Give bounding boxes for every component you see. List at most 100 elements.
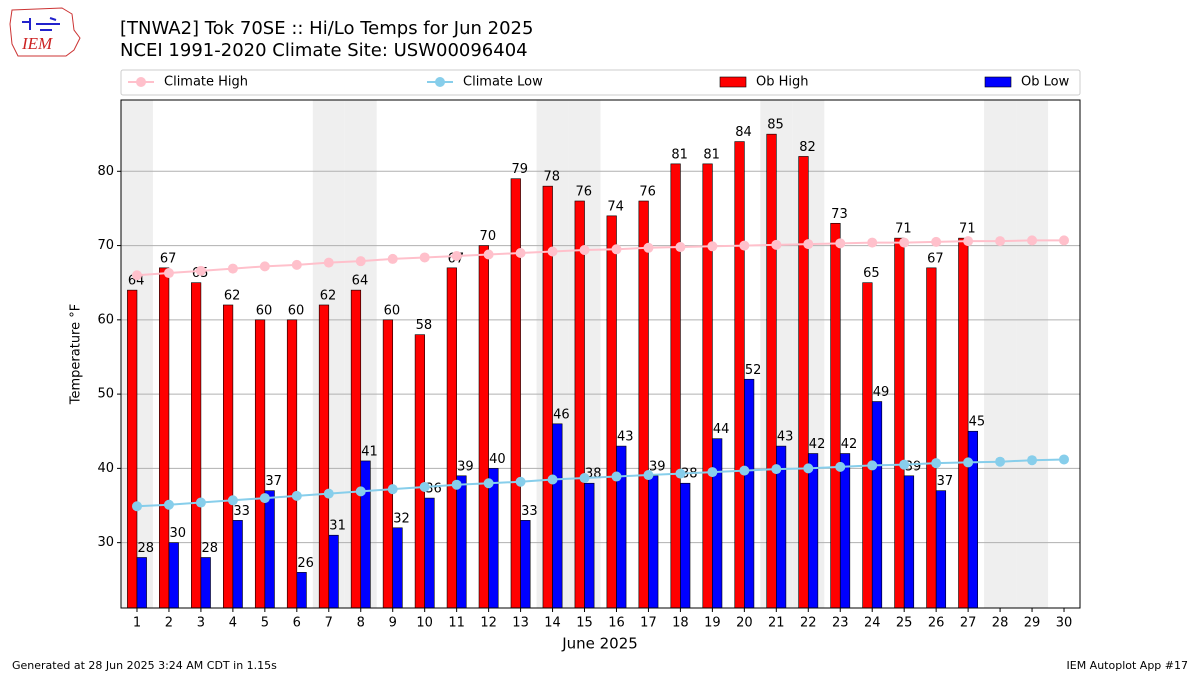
bar <box>839 453 851 609</box>
point <box>579 473 590 484</box>
point <box>195 497 206 508</box>
point <box>899 237 910 248</box>
data-label: 73 <box>831 207 848 222</box>
x-tick-label: 10 <box>416 616 433 631</box>
point <box>867 237 878 248</box>
point <box>259 261 270 272</box>
bar <box>702 163 713 609</box>
point <box>483 478 494 489</box>
legend-label: Ob High <box>756 75 809 90</box>
bar <box>360 460 371 609</box>
bar <box>744 378 755 609</box>
point <box>131 270 142 281</box>
x-tick-label: 18 <box>672 616 689 631</box>
bar <box>958 237 969 609</box>
point <box>355 486 366 497</box>
data-label: 39 <box>457 459 474 474</box>
point <box>707 467 718 478</box>
point <box>707 241 718 252</box>
point <box>643 470 654 481</box>
data-label: 42 <box>809 437 826 452</box>
chart-subtitle: NCEI 1991-2020 Climate Site: USW00096404 <box>120 40 528 61</box>
data-label: 70 <box>480 229 497 244</box>
bar <box>424 497 435 609</box>
x-tick-label: 12 <box>480 616 497 631</box>
point <box>739 465 750 476</box>
data-label: 74 <box>607 199 624 214</box>
bar <box>510 178 521 609</box>
legend-marker <box>435 77 445 87</box>
footer-left: Generated at 28 Jun 2025 3:24 AM CDT in … <box>12 659 277 672</box>
point <box>227 495 238 506</box>
data-label: 81 <box>671 147 688 162</box>
x-tick-label: 30 <box>1056 616 1073 631</box>
point <box>835 238 846 249</box>
data-label: 62 <box>224 288 241 303</box>
data-label: 42 <box>841 437 858 452</box>
line <box>136 239 1065 277</box>
y-tick-label: 80 <box>97 164 114 179</box>
point <box>291 259 302 270</box>
data-label: 67 <box>160 251 177 266</box>
bar <box>350 289 362 609</box>
shaded-day <box>984 100 1017 608</box>
data-label: 32 <box>393 511 410 526</box>
y-tick-label: 50 <box>97 387 114 402</box>
point <box>995 236 1006 247</box>
legend-swatch <box>719 76 747 88</box>
point <box>259 493 270 504</box>
y-tick-label: 40 <box>97 461 114 476</box>
bar <box>734 141 745 609</box>
data-label: 62 <box>320 288 337 303</box>
x-tick-label: 14 <box>544 616 561 631</box>
bar <box>159 267 170 609</box>
data-label: 67 <box>927 251 944 266</box>
legend-label: Ob Low <box>1021 75 1070 90</box>
point <box>675 242 686 253</box>
point <box>1059 454 1070 465</box>
data-label: 49 <box>873 385 890 400</box>
bar <box>606 215 617 609</box>
data-label: 81 <box>703 147 720 162</box>
point <box>963 457 974 468</box>
bar <box>670 163 681 609</box>
point <box>1059 235 1070 246</box>
line <box>136 458 1065 508</box>
data-label: 41 <box>361 444 378 459</box>
data-label: 39 <box>649 459 666 474</box>
x-tick-label: 9 <box>389 616 397 631</box>
bar <box>935 490 947 609</box>
point <box>771 239 782 250</box>
data-label: 37 <box>937 474 954 489</box>
data-label: 60 <box>288 303 305 318</box>
point <box>387 484 398 495</box>
data-label: 28 <box>138 541 155 556</box>
data-label: 38 <box>681 467 698 482</box>
point <box>163 268 174 279</box>
bar <box>222 304 234 609</box>
point <box>131 501 142 512</box>
x-tick-label: 16 <box>608 616 625 631</box>
data-label: 33 <box>233 504 250 519</box>
data-label: 46 <box>553 407 570 422</box>
data-label: 76 <box>639 185 656 200</box>
chart-title: [TNWA2] Tok 70SE :: Hi/Lo Temps for Jun … <box>120 18 533 39</box>
point <box>611 244 622 255</box>
data-label: 78 <box>543 170 560 185</box>
x-tick-label: 5 <box>261 616 269 631</box>
x-tick-label: 20 <box>736 616 753 631</box>
point <box>355 256 366 267</box>
bar <box>712 438 723 609</box>
bar <box>232 520 243 609</box>
bar <box>392 527 403 609</box>
point <box>675 468 686 479</box>
legend-label: Climate Low <box>463 75 543 90</box>
data-label: 40 <box>489 452 506 467</box>
point <box>163 499 174 510</box>
x-tick-label: 3 <box>197 616 205 631</box>
x-tick-label: 11 <box>448 616 465 631</box>
bar <box>296 572 307 609</box>
bar <box>318 304 330 609</box>
data-label: 76 <box>575 185 592 200</box>
bar <box>552 423 563 609</box>
